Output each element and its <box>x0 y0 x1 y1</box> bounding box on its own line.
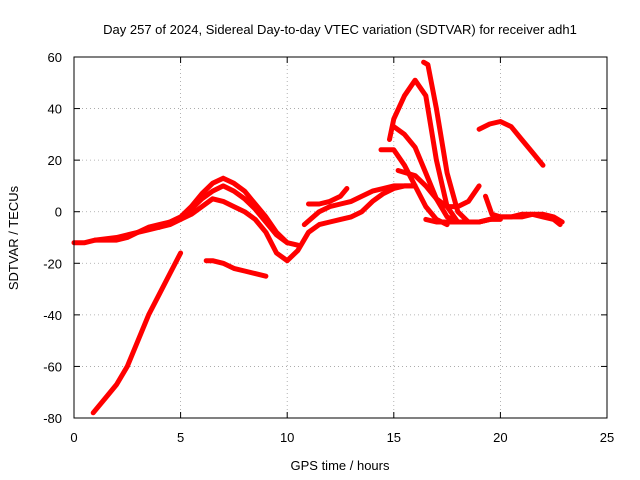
y-axis-label: SDTVAR / TECUs <box>6 185 21 290</box>
series-line-track-late-hump <box>476 119 546 168</box>
y-tick-label: 40 <box>48 102 62 117</box>
x-tick-label: 0 <box>70 430 77 445</box>
x-tick-label: 25 <box>600 430 614 445</box>
axis-ticks: 0 5 10 15 20 25 -80 -60 -40 -20 0 20 40 60 <box>43 50 614 445</box>
y-tick-label: -20 <box>43 256 62 271</box>
x-tick-label: 10 <box>280 430 294 445</box>
x-axis-label: GPS time / hours <box>291 458 390 473</box>
series-line-track-evening-b <box>306 186 350 207</box>
y-tick-label: -80 <box>43 411 62 426</box>
x-tick-label: 20 <box>493 430 507 445</box>
series-line-track-peak-24 <box>378 147 450 228</box>
series-line-track-peak-16 <box>395 168 482 210</box>
series-line-track-lower-2 <box>203 258 269 279</box>
plot-frame <box>73 56 608 419</box>
y-tick-label: -60 <box>43 359 62 374</box>
series-line-track-late-low <box>483 193 565 225</box>
x-tick-label: 15 <box>387 430 401 445</box>
y-tick-label: -40 <box>43 308 62 323</box>
grid-lines <box>74 57 607 418</box>
y-tick-label: 60 <box>48 50 62 65</box>
y-tick-label: 0 <box>55 205 62 220</box>
chart-title: Day 257 of 2024, Sidereal Day-to-day VTE… <box>103 22 577 37</box>
series-line-track-late-flat <box>423 216 503 225</box>
series-line-track-lower <box>90 250 184 416</box>
x-tick-label: 5 <box>177 430 184 445</box>
series-line-track-evening-a <box>301 183 418 228</box>
series-line-track-peak-50 <box>387 77 461 225</box>
y-tick-label: 20 <box>48 153 62 168</box>
series-line-track-morning-peak <box>156 175 301 248</box>
data-series <box>71 59 565 416</box>
